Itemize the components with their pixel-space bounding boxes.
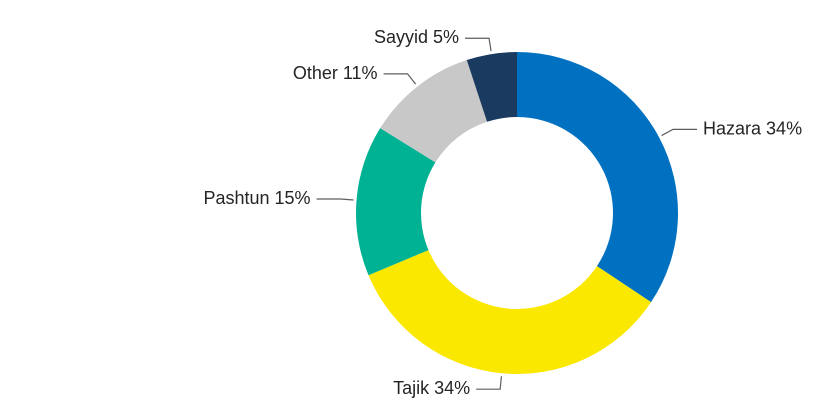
value-label: 34% <box>434 378 470 398</box>
donut-slice <box>356 128 436 276</box>
value-label: 15% <box>275 188 311 208</box>
leader-line <box>476 376 503 390</box>
data-label: Sayyid 5% <box>374 27 459 47</box>
category-label: Hazara <box>703 118 762 138</box>
leader-line <box>383 73 417 85</box>
data-label: Tajik 34% <box>393 378 470 398</box>
data-label: Hazara 34% <box>703 118 802 138</box>
donut-slice <box>517 52 679 303</box>
category-label: Pashtun <box>203 188 269 208</box>
leader-line <box>465 37 492 52</box>
donut-slice <box>380 60 488 163</box>
category-label: Tajik <box>393 378 430 398</box>
leader-line <box>316 198 354 201</box>
category-label: Sayyid <box>374 27 428 47</box>
leader-line <box>661 128 698 137</box>
category-label: Other <box>293 63 338 83</box>
data-label: Pashtun 15% <box>203 188 310 208</box>
value-label: 5% <box>433 27 459 47</box>
value-label: 34% <box>766 118 802 138</box>
donut-slice <box>466 52 517 122</box>
value-label: 11% <box>343 63 378 83</box>
data-label: Other 11% <box>293 63 378 83</box>
donut-slice <box>368 250 652 375</box>
